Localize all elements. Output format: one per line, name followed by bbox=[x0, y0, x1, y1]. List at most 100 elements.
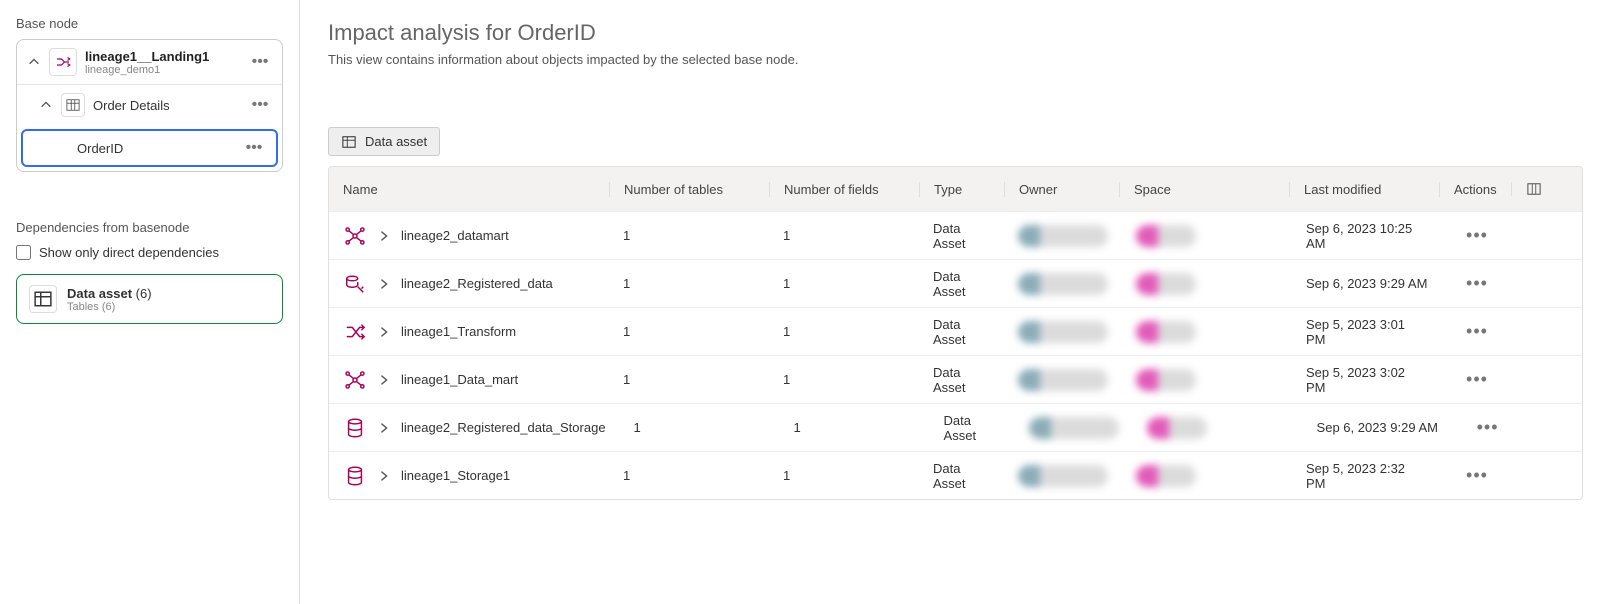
table-row[interactable]: lineage2_Registered_data_Storage11Data A… bbox=[329, 403, 1582, 451]
sidebar: Base node lineage1__Landing1 lineage_dem… bbox=[0, 0, 300, 604]
table-node[interactable]: Order Details ••• bbox=[17, 84, 282, 125]
row-nfields: 1 bbox=[769, 468, 919, 483]
storage-icon bbox=[343, 416, 367, 440]
row-actions-button[interactable]: ••• bbox=[1456, 321, 1498, 342]
row-actions-button[interactable]: ••• bbox=[1456, 225, 1498, 246]
col-actions[interactable]: Actions bbox=[1439, 182, 1511, 197]
base-node-title: lineage1__Landing1 bbox=[85, 49, 240, 64]
row-type: Data Asset bbox=[930, 413, 1015, 443]
row-owner bbox=[1004, 321, 1122, 343]
row-type: Data Asset bbox=[919, 269, 1004, 299]
row-name: lineage1_Data_mart bbox=[401, 372, 518, 387]
row-modified: Sep 6, 2023 10:25 AM bbox=[1292, 221, 1442, 251]
datamart-icon bbox=[343, 224, 367, 248]
more-button[interactable]: ••• bbox=[248, 96, 272, 114]
chevron-up-icon bbox=[39, 98, 53, 112]
data-asset-icon bbox=[29, 285, 57, 313]
dep-card-count: (6) bbox=[136, 286, 152, 301]
filter-chip-label: Data asset bbox=[365, 134, 427, 149]
row-modified: Sep 5, 2023 3:01 PM bbox=[1292, 317, 1442, 347]
col-space[interactable]: Space bbox=[1119, 182, 1289, 197]
chevron-up-icon bbox=[27, 55, 41, 69]
show-direct-input[interactable] bbox=[16, 245, 31, 260]
datamart-icon bbox=[343, 368, 367, 392]
row-name: lineage1_Storage1 bbox=[401, 468, 510, 483]
row-modified: Sep 6, 2023 9:29 AM bbox=[1303, 420, 1453, 435]
filter-chip-data-asset[interactable]: Data asset bbox=[328, 127, 440, 156]
row-owner bbox=[1015, 417, 1133, 439]
more-button[interactable]: ••• bbox=[248, 53, 272, 71]
row-name: lineage1_Transform bbox=[401, 324, 516, 339]
row-actions-button[interactable]: ••• bbox=[1456, 369, 1498, 390]
more-button[interactable]: ••• bbox=[242, 139, 266, 157]
chevron-right-icon[interactable] bbox=[377, 421, 391, 435]
field-node-selected[interactable]: OrderID ••• bbox=[21, 129, 278, 167]
app-icon bbox=[49, 48, 77, 76]
row-owner bbox=[1004, 465, 1122, 487]
results-table: Name Number of tables Number of fields T… bbox=[328, 166, 1583, 500]
row-space bbox=[1122, 225, 1292, 247]
data-asset-icon bbox=[341, 135, 357, 149]
col-ntables[interactable]: Number of tables bbox=[609, 182, 769, 197]
row-type: Data Asset bbox=[919, 461, 1004, 491]
field-node-label: OrderID bbox=[77, 141, 234, 156]
row-nfields: 1 bbox=[769, 324, 919, 339]
row-space bbox=[1122, 321, 1292, 343]
row-type: Data Asset bbox=[919, 365, 1004, 395]
dependency-type-card[interactable]: Data asset (6) Tables (6) bbox=[16, 274, 283, 324]
table-row[interactable]: lineage2_datamart11Data AssetSep 6, 2023… bbox=[329, 211, 1582, 259]
row-actions-button[interactable]: ••• bbox=[1456, 465, 1498, 486]
show-direct-label: Show only direct dependencies bbox=[39, 245, 219, 260]
row-space bbox=[1122, 369, 1292, 391]
row-type: Data Asset bbox=[919, 317, 1004, 347]
dep-card-title: Data asset bbox=[67, 286, 132, 301]
col-type[interactable]: Type bbox=[919, 182, 1004, 197]
chevron-right-icon[interactable] bbox=[377, 277, 391, 291]
row-ntables: 1 bbox=[620, 420, 780, 435]
table-row[interactable]: lineage1_Storage111Data AssetSep 5, 2023… bbox=[329, 451, 1582, 499]
chevron-right-icon[interactable] bbox=[377, 229, 391, 243]
col-modified[interactable]: Last modified bbox=[1289, 182, 1439, 197]
row-owner bbox=[1004, 225, 1122, 247]
table-row[interactable]: lineage1_Data_mart11Data AssetSep 5, 202… bbox=[329, 355, 1582, 403]
base-node-text: lineage1__Landing1 lineage_demo1 bbox=[85, 49, 240, 76]
row-space bbox=[1122, 273, 1292, 295]
base-node-root[interactable]: lineage1__Landing1 lineage_demo1 ••• bbox=[17, 40, 282, 84]
row-actions-button[interactable]: ••• bbox=[1456, 273, 1498, 294]
chevron-right-icon[interactable] bbox=[377, 325, 391, 339]
storage-icon bbox=[343, 464, 367, 488]
base-node-card: lineage1__Landing1 lineage_demo1 ••• Ord… bbox=[16, 39, 283, 172]
row-space bbox=[1133, 417, 1303, 439]
column-picker-button[interactable] bbox=[1511, 182, 1556, 196]
row-nfields: 1 bbox=[780, 420, 930, 435]
row-modified: Sep 5, 2023 3:02 PM bbox=[1292, 365, 1442, 395]
table-row[interactable]: lineage1_Transform11Data AssetSep 5, 202… bbox=[329, 307, 1582, 355]
table-body: lineage2_datamart11Data AssetSep 6, 2023… bbox=[329, 211, 1582, 499]
table-header: Name Number of tables Number of fields T… bbox=[329, 167, 1582, 211]
show-direct-checkbox[interactable]: Show only direct dependencies bbox=[16, 245, 283, 260]
table-row[interactable]: lineage2_Registered_data11Data AssetSep … bbox=[329, 259, 1582, 307]
dependencies-label: Dependencies from basenode bbox=[16, 220, 283, 235]
row-ntables: 1 bbox=[609, 276, 769, 291]
transform-icon bbox=[343, 320, 367, 344]
chevron-right-icon[interactable] bbox=[377, 469, 391, 483]
columns-icon bbox=[1526, 182, 1542, 196]
col-nfields[interactable]: Number of fields bbox=[769, 182, 919, 197]
row-ntables: 1 bbox=[609, 372, 769, 387]
row-actions-button[interactable]: ••• bbox=[1467, 417, 1509, 438]
base-node-subtitle: lineage_demo1 bbox=[85, 64, 240, 76]
row-nfields: 1 bbox=[769, 372, 919, 387]
row-owner bbox=[1004, 273, 1122, 295]
main-content: Impact analysis for OrderID This view co… bbox=[300, 0, 1611, 604]
col-name[interactable]: Name bbox=[329, 182, 609, 197]
page-title: Impact analysis for OrderID bbox=[328, 20, 1583, 46]
row-ntables: 1 bbox=[609, 324, 769, 339]
row-modified: Sep 6, 2023 9:29 AM bbox=[1292, 276, 1442, 291]
row-nfields: 1 bbox=[769, 228, 919, 243]
col-owner[interactable]: Owner bbox=[1004, 182, 1119, 197]
page-description: This view contains information about obj… bbox=[328, 52, 1583, 67]
row-name: lineage2_Registered_data_Storage bbox=[401, 420, 606, 435]
dependencies-section: Dependencies from basenode Show only dir… bbox=[16, 220, 283, 324]
chevron-right-icon[interactable] bbox=[377, 373, 391, 387]
row-type: Data Asset bbox=[919, 221, 1004, 251]
